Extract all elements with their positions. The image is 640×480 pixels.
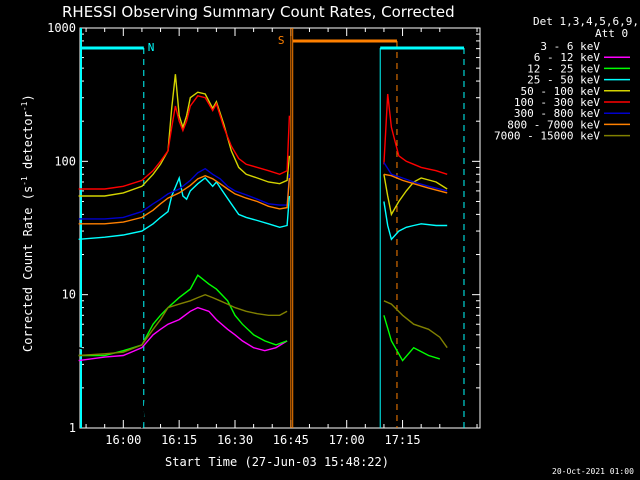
y-tick-label: 1000 (47, 21, 76, 35)
series-line-6-12-kev-seg0 (78, 306, 288, 362)
y-tick-label: 100 (54, 154, 76, 168)
y-axis-label: Corrected Count Rate (s-1 detector-1) (20, 94, 35, 352)
legend-label: 50 - 100 keV (521, 85, 601, 98)
series-line-300-800-kev-seg0 (78, 167, 291, 220)
x-tick-label: 16:15 (161, 433, 197, 447)
series-line-7000-15000-kev-seg1 (383, 300, 448, 349)
series-line-300-800-kev-seg1 (383, 162, 448, 192)
footer-timestamp: 20-Oct-2021 01:00 (552, 467, 634, 476)
series-line-800-7000-kev-seg0 (78, 174, 291, 225)
y-tick-label: 1 (69, 421, 76, 435)
y-tick-label: 10 (62, 288, 76, 302)
legend-label: 25 - 50 keV (527, 74, 600, 87)
series-line-12-25-kev-seg0 (78, 274, 288, 357)
series-line-50-100-kev-seg1 (383, 174, 448, 217)
legend-label: 100 - 300 keV (514, 96, 600, 109)
axis-ticks: 16:00 16:15 16:30 16:45 17:00 17:15 1 10 100 1000 (47, 21, 480, 447)
series-layer (78, 74, 448, 429)
x-tick-label: 17:00 (329, 433, 365, 447)
x-axis-label: Start Time (27-Jun-03 15:48:22) (165, 455, 389, 469)
time-markers: NS (80, 28, 465, 428)
series-line-100-300-kev-seg0 (78, 95, 291, 190)
series-line-7000-15000-kev-seg0 (78, 293, 288, 357)
plot-frame (79, 27, 481, 429)
x-tick-label: 16:30 (217, 433, 253, 447)
night-label: N (148, 41, 155, 54)
legend-header-detectors: Det 1,3,4,5,6,9, (533, 15, 639, 28)
legend-header-attenuator: Att 0 (595, 27, 628, 40)
series-line-25-50-kev-seg1 (383, 201, 448, 241)
legend-label: 3 - 6 keV (540, 40, 600, 53)
series-line-12-25-kev-seg1 (383, 315, 441, 362)
x-tick-label: 16:45 (273, 433, 309, 447)
series-line-800-7000-kev-seg1 (383, 173, 448, 194)
legend-label: 7000 - 15000 keV (494, 130, 600, 143)
series-line-100-300-kev-seg1 (383, 93, 448, 175)
x-tick-label: 16:00 (105, 433, 141, 447)
series-line-25-50-kev-seg0 (78, 175, 291, 240)
legend-label: 300 - 800 keV (514, 107, 600, 120)
legend-label: 12 - 25 keV (527, 62, 600, 75)
legend-label: 800 - 7000 keV (507, 118, 600, 131)
saa-label: S (278, 34, 285, 47)
series-line-50-100-kev-seg0 (78, 74, 291, 197)
legend-label: 6 - 12 keV (534, 51, 601, 64)
x-tick-label: 17:15 (384, 433, 420, 447)
series-line-3-6-kev-seg0 (78, 300, 288, 429)
chart-title: RHESSI Observing Summary Count Rates, Co… (62, 3, 455, 21)
